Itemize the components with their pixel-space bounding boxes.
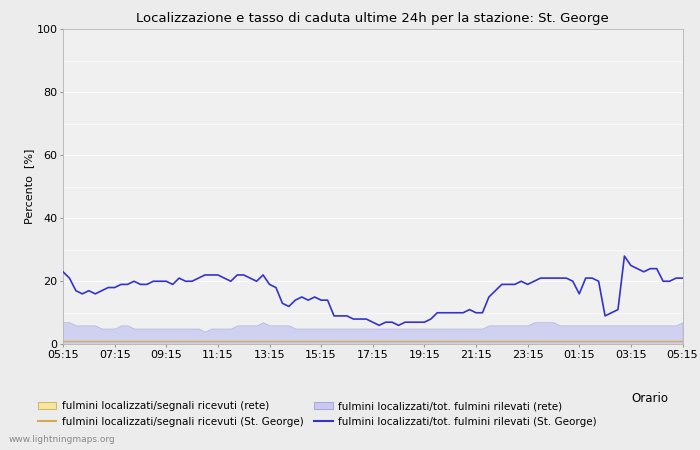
Y-axis label: Percento  [%]: Percento [%] (24, 149, 34, 225)
Title: Localizzazione e tasso di caduta ultime 24h per la stazione: St. George: Localizzazione e tasso di caduta ultime … (136, 12, 609, 25)
Text: Orario: Orario (631, 392, 668, 405)
Legend: fulmini localizzati/segnali ricevuti (rete), fulmini localizzati/segnali ricevut: fulmini localizzati/segnali ricevuti (re… (38, 401, 596, 427)
Text: www.lightningmaps.org: www.lightningmaps.org (9, 435, 115, 444)
